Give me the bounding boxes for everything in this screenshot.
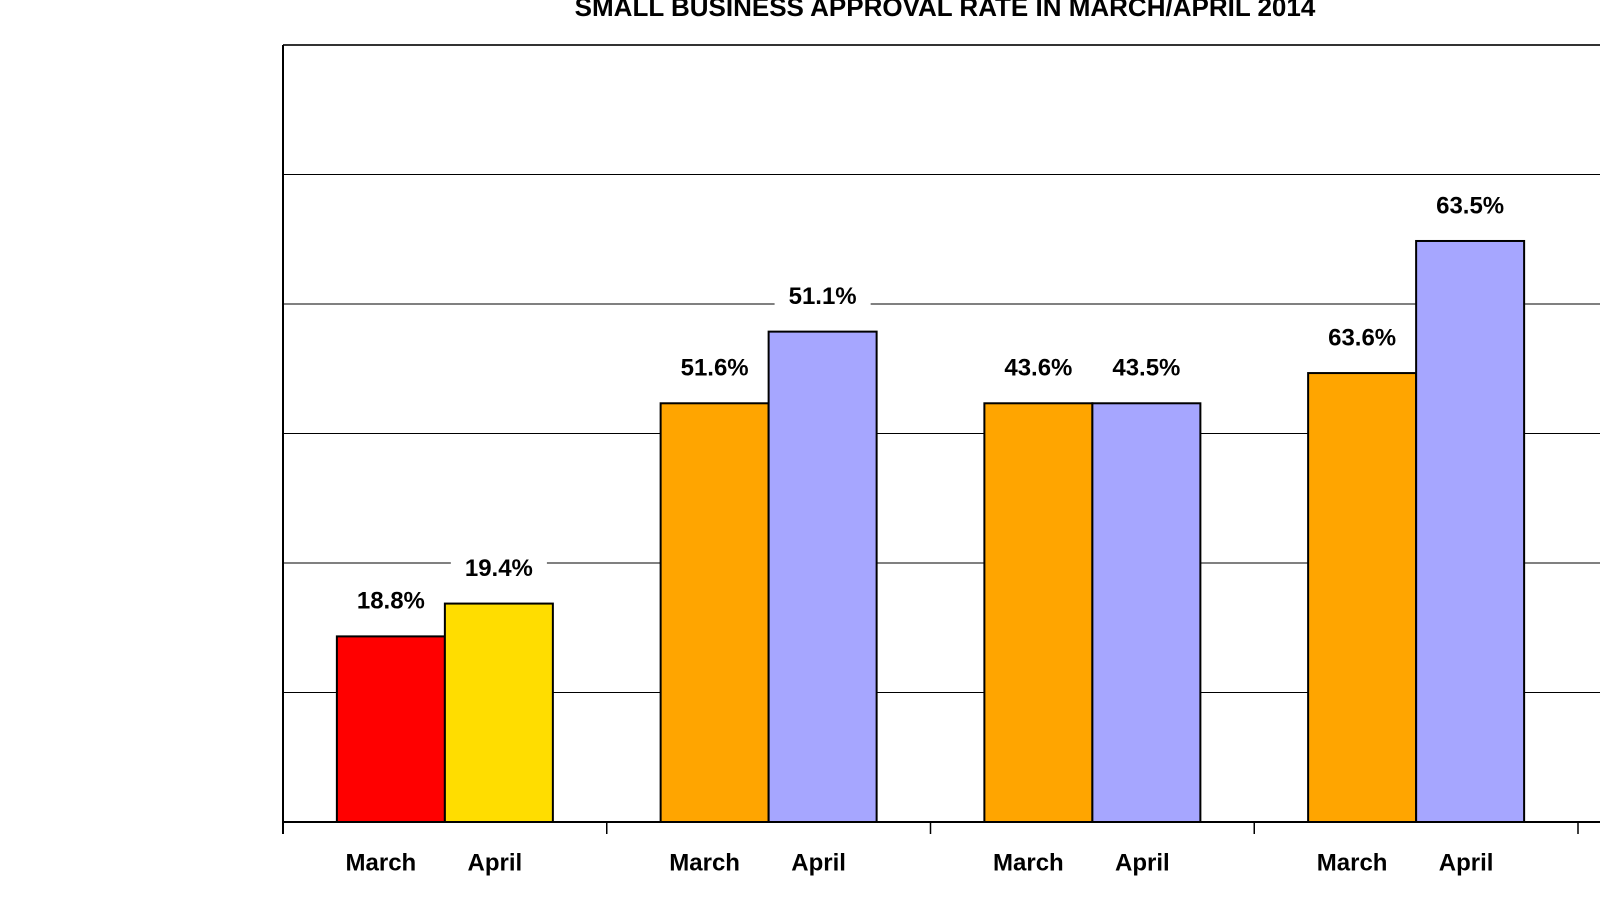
x-tick-label: April [1115,849,1170,876]
bar-march [983,402,1094,823]
bar-april [1415,239,1526,823]
data-label: 51.6% [681,355,749,382]
x-tick-label: April [468,849,523,876]
x-tick-label: April [1439,849,1494,876]
chart-title: SMALL BUSINESS APPROVAL RATE IN MARCH/AP… [574,0,1316,22]
data-label: 43.5% [1112,355,1180,382]
x-tick-label: April [791,849,846,876]
bar-march [659,402,770,823]
data-label: 63.5% [1436,192,1504,219]
x-tick-label: March [993,849,1064,876]
data-label-background [1422,188,1519,224]
data-label: 18.8% [357,588,425,615]
bar-march [1307,372,1418,823]
data-label-background [990,350,1087,386]
data-label-background [666,350,763,386]
x-tick-label: March [1317,849,1388,876]
data-label-background [1314,320,1411,356]
bar-april [767,330,878,823]
bar-april [1091,402,1202,823]
bar-march [335,635,446,824]
data-label-background [450,550,547,586]
data-label: 63.6% [1328,324,1396,351]
x-tick-label: March [669,849,740,876]
data-label: 51.1% [789,283,857,310]
data-label-background [342,583,439,619]
data-label-background [774,278,871,314]
data-label-background [1098,350,1195,386]
data-label: 19.4% [465,555,533,582]
x-tick-label: March [346,849,417,876]
data-label: 43.6% [1004,355,1072,382]
bar-april [443,602,554,823]
